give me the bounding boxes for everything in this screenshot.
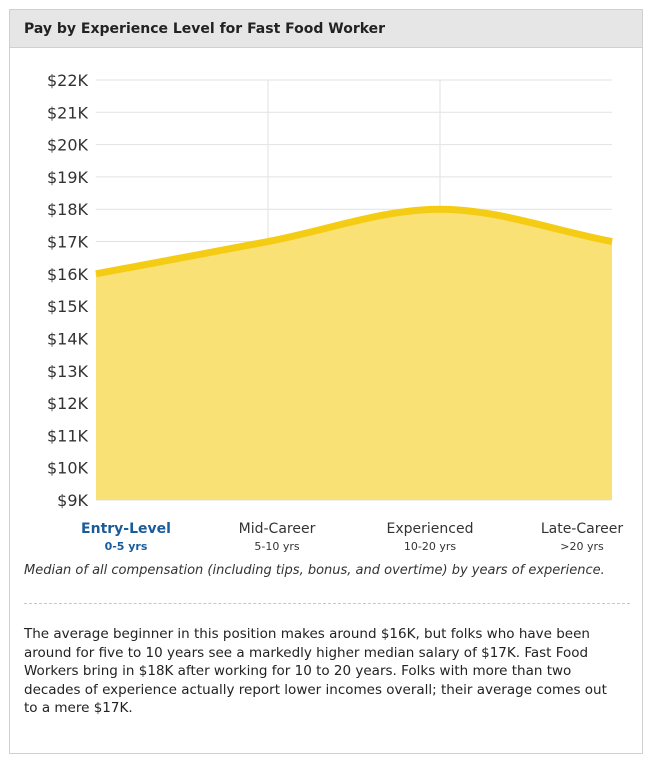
y-tick-label: $14K	[47, 329, 89, 348]
data-point	[439, 208, 441, 210]
x-category-label: Experienced	[387, 521, 474, 537]
x-category-range: 10-20 yrs	[404, 540, 456, 553]
x-category-2[interactable]: Experienced 10-20 yrs	[387, 521, 474, 553]
y-tick-label: $12K	[47, 394, 89, 413]
y-tick-label: $20K	[47, 136, 89, 155]
y-tick-label: $19K	[47, 168, 89, 187]
x-category-label: Entry-Level	[81, 521, 171, 537]
y-tick-label: $15K	[47, 297, 89, 316]
dashed-divider	[24, 603, 630, 604]
pay-description: The average beginner in this position ma…	[24, 626, 607, 716]
x-category-label: Late-Career	[541, 521, 624, 537]
x-category-0[interactable]: Entry-Level 0-5 yrs	[81, 521, 171, 553]
y-tick-label: $16K	[47, 265, 89, 284]
y-tick-label: $22K	[47, 71, 89, 90]
data-point	[267, 241, 269, 243]
pay-area	[96, 209, 612, 500]
pay-line	[95, 205, 613, 278]
y-tick-label: $18K	[47, 200, 89, 219]
y-tick-label: $17K	[47, 233, 89, 252]
x-category-range: 0-5 yrs	[105, 540, 148, 553]
x-category-range: 5-10 yrs	[254, 540, 299, 553]
experience-pay-chart: $9K $10K $11K $12K $13K $14K $15K $16K $17K $18K $…	[47, 71, 624, 553]
x-category-range: >20 yrs	[560, 540, 604, 553]
y-tick-label: $10K	[47, 459, 89, 478]
x-category-label: Mid-Career	[239, 521, 316, 537]
y-tick-label: $11K	[47, 426, 89, 445]
data-point	[611, 241, 613, 243]
data-point	[95, 273, 97, 275]
chart-caption: Median of all compensation (including ti…	[24, 563, 605, 578]
y-tick-label: $9K	[57, 491, 88, 510]
card-title: Pay by Experience Level for Fast Food Wo…	[10, 10, 642, 48]
x-category-1[interactable]: Mid-Career 5-10 yrs	[239, 521, 316, 553]
y-tick-label: $21K	[47, 103, 89, 122]
y-tick-label: $13K	[47, 362, 89, 381]
x-category-3[interactable]: Late-Career >20 yrs	[541, 521, 624, 553]
